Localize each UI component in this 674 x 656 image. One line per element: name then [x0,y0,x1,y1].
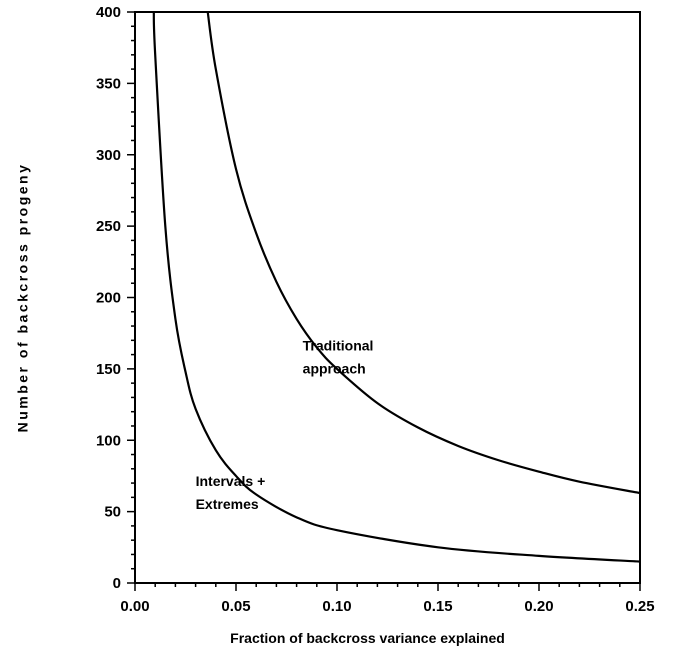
label-traditional-approach: Traditional approach [303,337,374,376]
x-tick-label: 0.15 [423,598,452,615]
x-axis-ticks: 0.00 0.05 0.10 0.15 0.20 0.25 [120,583,655,615]
label-intervals-extremes: Intervals + Extremes [196,473,266,512]
series-line-intervals-extremes [152,12,640,563]
y-tick-label: 400 [96,4,121,21]
x-tick-label: 0.05 [221,598,250,615]
y-tick-label: 100 [96,432,121,449]
x-tick-label: 0.00 [120,598,149,615]
y-tick-label: 200 [96,290,121,307]
x-tick-label: 0.20 [524,598,553,615]
y-tick-label: 0 [113,575,121,592]
x-axis-title: Fraction of backcross variance explained [230,630,505,646]
x-tick-label: 0.10 [322,598,351,615]
series-layer [152,12,640,563]
y-axis-title: Number of backcross progeny [15,163,31,433]
y-axis-ticks: 0 50 100 150 200 250 300 350 400 [96,4,135,592]
y-tick-label: 350 [96,75,121,92]
annotations: Traditional approach Intervals + Extremes [196,337,374,512]
series-line-traditional-approach [206,12,640,495]
y-tick-label: 50 [104,504,121,521]
x-tick-label: 0.25 [625,598,654,615]
y-tick-label: 300 [96,147,121,164]
y-tick-label: 150 [96,361,121,378]
y-tick-label: 250 [96,218,121,235]
